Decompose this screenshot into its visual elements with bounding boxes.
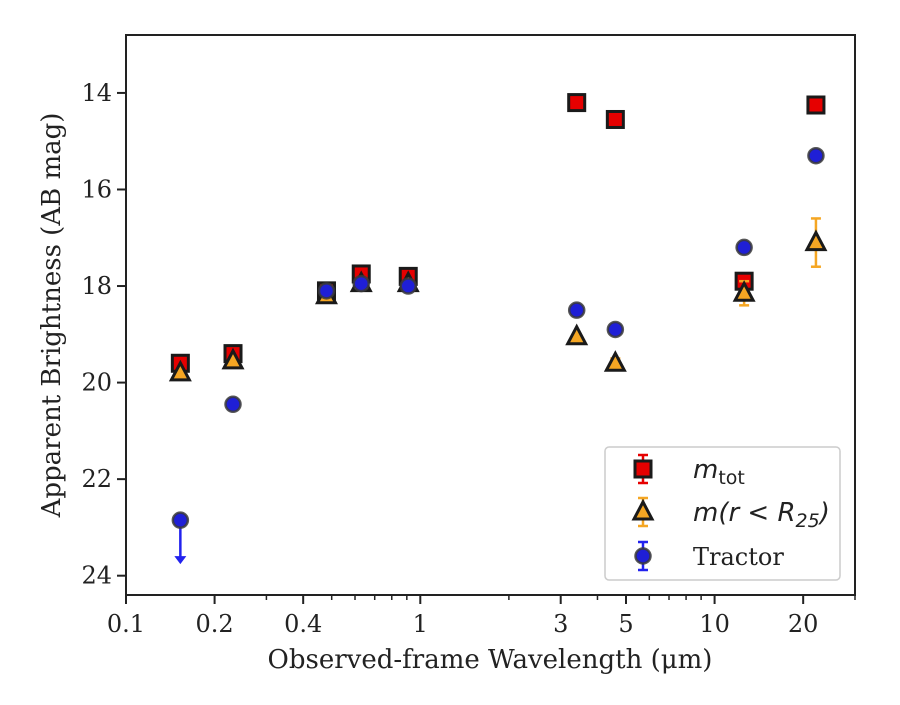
data-point-triangle xyxy=(732,280,756,302)
y-tick-label: 24 xyxy=(81,562,112,590)
legend-label: m(r < R25) xyxy=(693,498,830,532)
y-tick-label: 16 xyxy=(81,175,112,203)
data-point-circle xyxy=(567,301,586,319)
data-point-circle xyxy=(352,274,370,293)
legend-entry: mtot xyxy=(633,453,745,489)
legend-marker-circle xyxy=(634,547,652,565)
marks-layer xyxy=(168,93,828,565)
plot-frame xyxy=(125,34,856,596)
legend-frame xyxy=(604,446,841,581)
data-point-triangle xyxy=(565,323,589,346)
data-point-square xyxy=(567,93,587,113)
x-tick-label: 10 xyxy=(699,610,730,638)
x-tick-label: 5 xyxy=(618,610,633,638)
legend-marker-triangle xyxy=(631,498,655,521)
data-point-circle xyxy=(317,282,336,300)
legend: mtot m(r < R25) Tractor xyxy=(604,446,841,581)
data-point-circle xyxy=(606,320,625,339)
x-tick-label: 1 xyxy=(413,610,428,638)
legend-entry: m(r < R25) xyxy=(631,496,830,532)
y-axis-title: Apparent Brightness (AB mag) xyxy=(37,113,67,519)
y-tick-label: 20 xyxy=(81,369,112,397)
data-point-triangle xyxy=(221,347,245,370)
series-circle xyxy=(171,146,825,565)
series-triangle xyxy=(168,217,828,382)
data-point-circle xyxy=(735,238,753,257)
x-axis-title: Observed-frame Wavelength (μm) xyxy=(268,645,713,675)
x-tick-label: 3 xyxy=(553,610,568,638)
x-tick-label: 20 xyxy=(788,610,819,638)
series-square xyxy=(170,93,826,373)
data-point-circle xyxy=(807,146,825,165)
data-point-circle xyxy=(224,395,242,414)
arrow-head xyxy=(174,556,187,565)
data-point-square xyxy=(605,109,625,129)
x-tick-label: 0.2 xyxy=(196,610,234,638)
y-tick-label: 22 xyxy=(81,465,112,493)
data-point-circle xyxy=(399,277,417,295)
data-point-triangle xyxy=(603,350,627,372)
legend-label: Tractor xyxy=(693,543,784,571)
x-tick-label: 0.4 xyxy=(284,610,322,638)
ticks-layer: 0.1 0.2 0.4 1 3 5 10 20 14 16 18 20 22 24 xyxy=(81,79,856,638)
y-tick-label: 18 xyxy=(81,272,112,300)
legend-label: mtot xyxy=(693,455,745,489)
data-point-triangle xyxy=(804,229,828,252)
data-point-square xyxy=(806,95,826,115)
legend-entries: mtot m(r < R25) Tractor xyxy=(631,453,830,572)
y-tick-label: 14 xyxy=(81,79,112,107)
data-point-triangle xyxy=(168,359,192,382)
legend-marker-square xyxy=(633,459,653,479)
data-point-circle xyxy=(171,511,190,529)
x-tick-label: 0.1 xyxy=(107,610,145,638)
legend-entry: Tractor xyxy=(634,540,784,572)
